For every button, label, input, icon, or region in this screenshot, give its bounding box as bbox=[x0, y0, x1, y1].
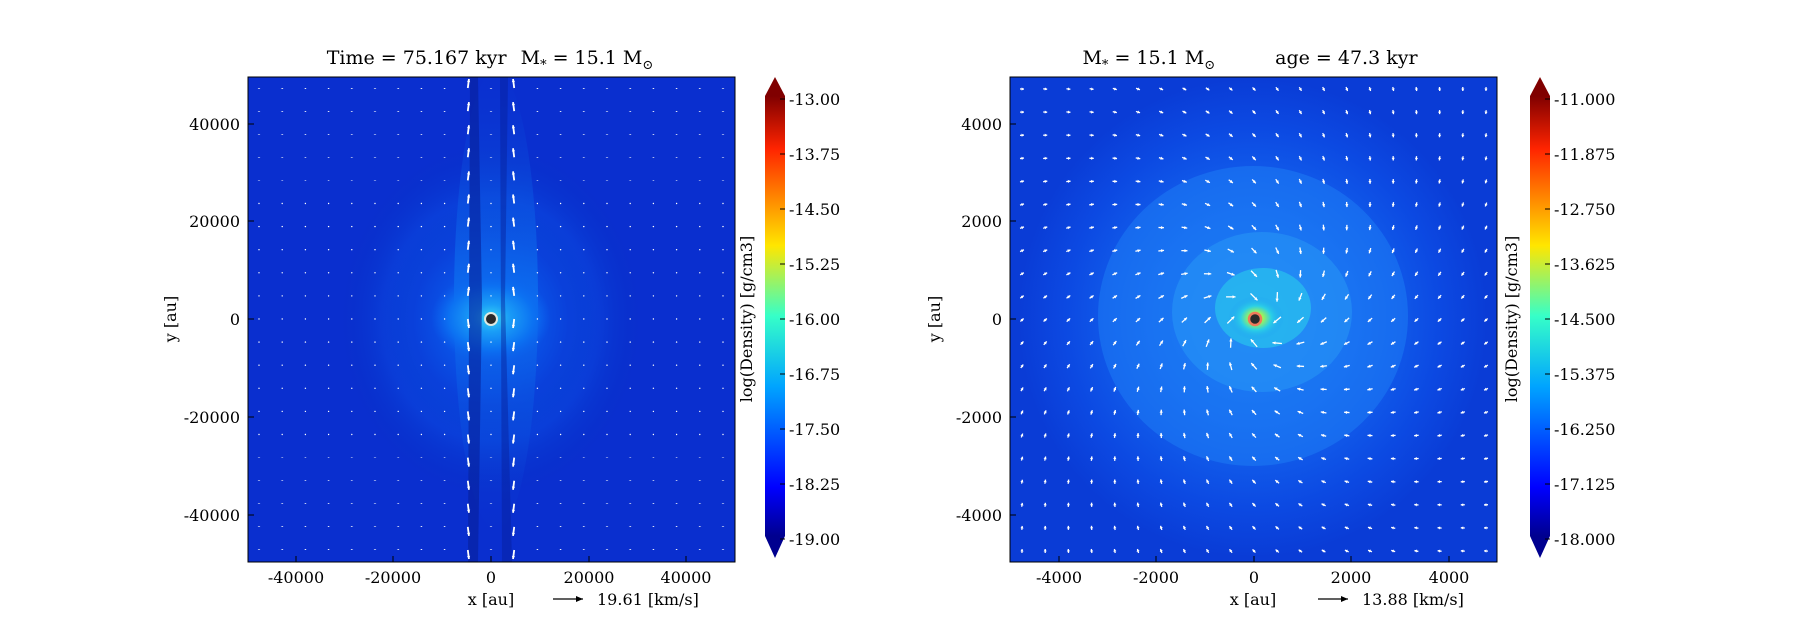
colorbar-1-top-extend bbox=[765, 77, 785, 96]
svg-text:-4000: -4000 bbox=[956, 506, 1002, 525]
panel-1-y-label: y [au] bbox=[161, 296, 180, 343]
colorbar-1-label: log(Density) [g/cm3] bbox=[737, 236, 756, 402]
colorbar-tick-label: -16.250 bbox=[1554, 420, 1615, 439]
colorbar-tick-label: -17.125 bbox=[1554, 475, 1615, 494]
colorbar-tick-label: -16.00 bbox=[789, 310, 840, 329]
colorbar-tick-label: -17.50 bbox=[789, 420, 840, 439]
colorbar-tick-label: -15.25 bbox=[789, 255, 840, 274]
panel-1-density-map bbox=[248, 77, 735, 562]
panel-2-star-marker bbox=[1247, 311, 1263, 327]
x-tick: 0 bbox=[486, 556, 496, 587]
colorbar-tick-label: -14.50 bbox=[789, 200, 840, 219]
colorbar-1-bottom-extend bbox=[765, 536, 785, 558]
panel-2: M* = 15.1 M⊙ age = 47.3 kyr -4000 -2000 0… bbox=[925, 47, 1615, 609]
svg-text:0: 0 bbox=[230, 310, 240, 329]
y-tick: 0 bbox=[230, 310, 254, 329]
svg-text:13.88 [km/s]: 13.88 [km/s] bbox=[1362, 590, 1464, 609]
panel-2-x-label: x [au] bbox=[1230, 590, 1276, 609]
panel-1-velocity-key: 19.61 [km/s] bbox=[553, 590, 699, 609]
colorbar-tick-label: -12.750 bbox=[1554, 200, 1615, 219]
colorbar-tick-label: -15.375 bbox=[1554, 365, 1615, 384]
colorbar-2-body bbox=[1530, 96, 1550, 536]
colorbar-tick-label: -13.75 bbox=[789, 145, 840, 164]
svg-text:4000: 4000 bbox=[961, 115, 1002, 134]
svg-text:-2000: -2000 bbox=[1133, 568, 1179, 587]
svg-text:-2000: -2000 bbox=[956, 408, 1002, 427]
x-tick: -2000 bbox=[1133, 556, 1179, 587]
panel-2-colorbar: -11.000 -11.875 -12.750 -13.625 -14.500 -15.3… bbox=[1502, 77, 1615, 558]
panel-1-x-axis: -40000 -20000 0 20000 40000 bbox=[268, 556, 712, 587]
colorbar-tick-label: -13.625 bbox=[1554, 255, 1615, 274]
x-tick: 2000 bbox=[1331, 556, 1372, 587]
svg-text:-20000: -20000 bbox=[365, 568, 421, 587]
y-tick: -40000 bbox=[184, 506, 254, 525]
y-tick: 20000 bbox=[189, 212, 254, 231]
panel-2-velocity-arrows bbox=[1019, 86, 1489, 554]
colorbar-tick-label: -18.25 bbox=[789, 475, 840, 494]
svg-text:40000: 40000 bbox=[661, 568, 712, 587]
panel-2-velocity-key: 13.88 [km/s] bbox=[1318, 590, 1464, 609]
x-tick: -40000 bbox=[268, 556, 324, 587]
x-tick: -20000 bbox=[365, 556, 421, 587]
panel-1-y-axis: 40000 20000 0 -20000 -40000 bbox=[184, 115, 254, 525]
y-tick: 0 bbox=[992, 310, 1016, 329]
svg-text:-40000: -40000 bbox=[184, 506, 240, 525]
svg-text:40000: 40000 bbox=[189, 115, 240, 134]
y-tick: -2000 bbox=[956, 408, 1016, 427]
colorbar-2-top-extend bbox=[1530, 77, 1550, 96]
colorbar-2-label: log(Density) [g/cm3] bbox=[1502, 236, 1521, 402]
panel-1-velocity-arrows bbox=[257, 78, 725, 560]
svg-text:20000: 20000 bbox=[564, 568, 615, 587]
colorbar-1-ticks: -13.00 -13.75 -14.50 -15.25 -16.00 -16.75 -17.… bbox=[780, 90, 840, 549]
svg-text:19.61 [km/s]: 19.61 [km/s] bbox=[597, 590, 699, 609]
colorbar-tick-label: -19.00 bbox=[789, 530, 840, 549]
panel-2-y-label: y [au] bbox=[925, 296, 944, 343]
panel-2-title: M* = 15.1 M⊙ age = 47.3 kyr bbox=[1082, 47, 1418, 73]
colorbar-tick-label: -16.75 bbox=[789, 365, 840, 384]
y-tick: -4000 bbox=[956, 506, 1016, 525]
panel-1-colorbar: -13.00 -13.75 -14.50 -15.25 -16.00 -16.75 -17.… bbox=[737, 77, 840, 558]
panel-2-x-axis: -4000 -2000 0 2000 4000 bbox=[1036, 556, 1469, 587]
panel-1: Time = 75.167 kyr M* = 15.1 M⊙ -40000 -20… bbox=[161, 47, 840, 609]
y-tick: 40000 bbox=[189, 115, 254, 134]
panel-1-star-marker bbox=[484, 312, 498, 326]
svg-text:20000: 20000 bbox=[189, 212, 240, 231]
colorbar-tick-label: -11.000 bbox=[1554, 90, 1615, 109]
x-tick: 4000 bbox=[1429, 556, 1470, 587]
colorbar-2-ticks: -11.000 -11.875 -12.750 -13.625 -14.500 -15.3… bbox=[1545, 90, 1615, 549]
svg-text:0: 0 bbox=[1249, 568, 1259, 587]
colorbar-tick-label: -11.875 bbox=[1554, 145, 1615, 164]
colorbar-2-bottom-extend bbox=[1530, 536, 1550, 558]
colorbar-tick-label: -18.000 bbox=[1554, 530, 1615, 549]
svg-text:-4000: -4000 bbox=[1036, 568, 1082, 587]
colorbar-1-body bbox=[765, 96, 785, 536]
y-tick: 2000 bbox=[961, 212, 1016, 231]
svg-text:2000: 2000 bbox=[1331, 568, 1372, 587]
panel-2-y-axis: 4000 2000 0 -2000 -4000 bbox=[956, 115, 1016, 525]
svg-text:0: 0 bbox=[486, 568, 496, 587]
panel-2-density-map bbox=[1010, 77, 1497, 562]
y-tick: -20000 bbox=[184, 408, 254, 427]
svg-text:2000: 2000 bbox=[961, 212, 1002, 231]
x-tick: 0 bbox=[1249, 556, 1259, 587]
colorbar-tick-label: -14.500 bbox=[1554, 310, 1615, 329]
svg-text:-20000: -20000 bbox=[184, 408, 240, 427]
svg-text:4000: 4000 bbox=[1429, 568, 1470, 587]
panel-1-x-label: x [au] bbox=[468, 590, 514, 609]
colorbar-tick-label: -13.00 bbox=[789, 90, 840, 109]
x-tick: 40000 bbox=[661, 556, 712, 587]
x-tick: -4000 bbox=[1036, 556, 1082, 587]
y-tick: 4000 bbox=[961, 115, 1016, 134]
svg-text:0: 0 bbox=[992, 310, 1002, 329]
svg-text:-40000: -40000 bbox=[268, 568, 324, 587]
x-tick: 20000 bbox=[564, 556, 615, 587]
panel-1-title: Time = 75.167 kyr M* = 15.1 M⊙ bbox=[327, 47, 654, 73]
